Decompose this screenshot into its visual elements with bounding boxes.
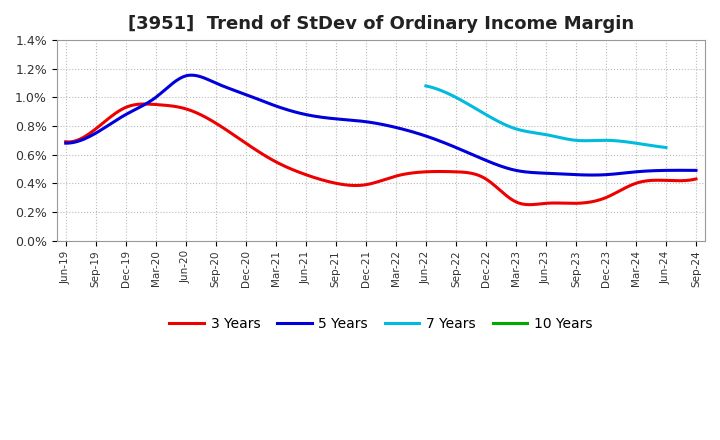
3 Years xyxy=(61,139,70,144)
Line: 3 Years: 3 Years xyxy=(66,104,696,205)
7 Years xyxy=(572,138,581,143)
5 Years xyxy=(588,172,596,178)
3 Years xyxy=(140,101,149,106)
5 Years xyxy=(312,114,321,119)
3 Years xyxy=(692,176,701,182)
3 Years xyxy=(521,202,530,207)
Line: 5 Years: 5 Years xyxy=(66,75,696,175)
5 Years xyxy=(269,102,277,107)
7 Years xyxy=(662,145,670,150)
5 Years xyxy=(459,148,468,154)
7 Years xyxy=(596,138,605,143)
3 Years xyxy=(518,202,526,207)
3 Years xyxy=(138,101,146,106)
3 Years xyxy=(312,176,321,181)
5 Years xyxy=(692,168,701,173)
5 Years xyxy=(518,169,526,174)
7 Years xyxy=(451,94,459,99)
Legend: 3 Years, 5 Years, 7 Years, 10 Years: 3 Years, 5 Years, 7 Years, 10 Years xyxy=(163,312,598,337)
5 Years xyxy=(188,73,197,78)
3 Years xyxy=(526,202,534,207)
Line: 7 Years: 7 Years xyxy=(426,86,666,147)
Title: [3951]  Trend of StDev of Ordinary Income Margin: [3951] Trend of StDev of Ordinary Income… xyxy=(127,15,634,33)
5 Years xyxy=(521,169,530,175)
3 Years xyxy=(459,169,468,175)
7 Years xyxy=(517,128,526,133)
7 Years xyxy=(422,83,431,88)
7 Years xyxy=(500,121,508,127)
5 Years xyxy=(138,104,146,109)
7 Years xyxy=(595,138,603,143)
5 Years xyxy=(61,140,70,146)
3 Years xyxy=(269,158,277,163)
